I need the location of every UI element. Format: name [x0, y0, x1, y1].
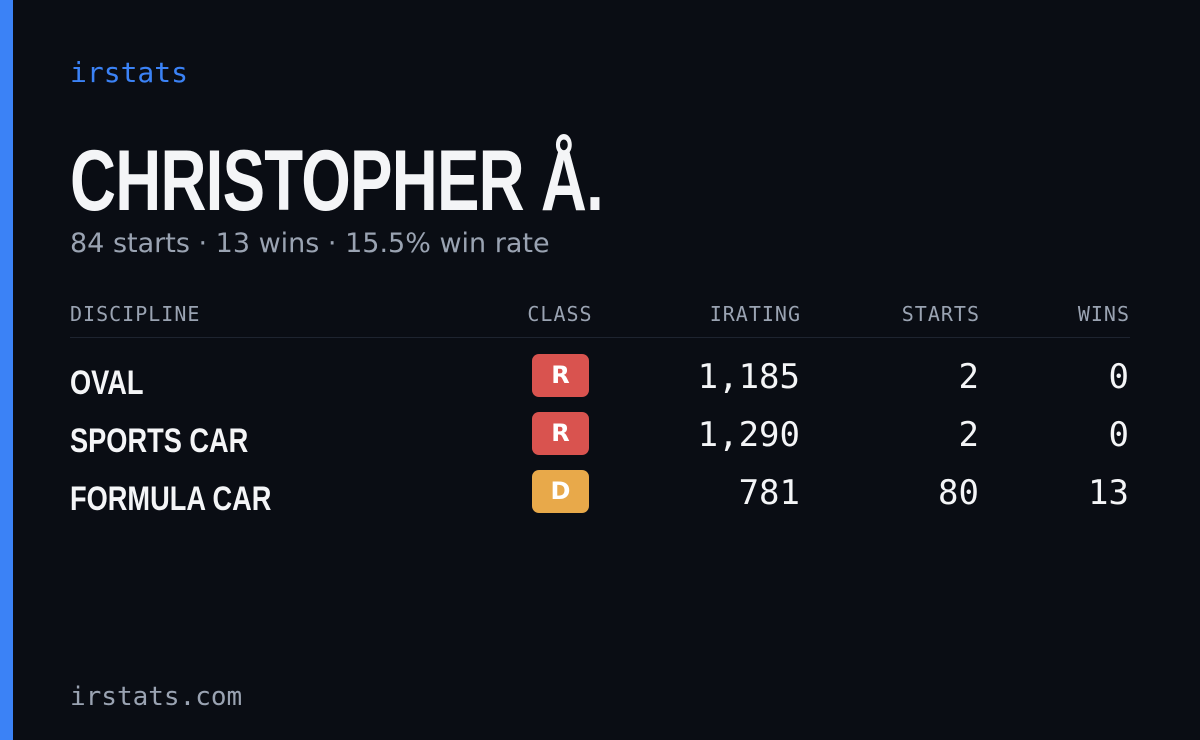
driver-name: CHRISTOPHER Å.: [70, 133, 604, 229]
wins: 0: [1108, 415, 1129, 455]
wins: 13: [1088, 473, 1129, 513]
column-header: WINS: [1077, 302, 1130, 326]
class-badge: R: [532, 354, 589, 397]
summary: 84 starts · 13 wins · 15.5% win rate: [70, 228, 550, 259]
brand: irstats: [70, 56, 189, 89]
header-rule: [70, 337, 1130, 338]
column-header: STARTS: [901, 302, 980, 326]
discipline: OVAL: [70, 364, 144, 402]
column-header: DISCIPLINE: [70, 302, 201, 326]
column-header: IRATING: [709, 302, 801, 326]
accent-bar: [0, 0, 13, 740]
discipline: SPORTS CAR: [70, 422, 249, 460]
footer-url: irstats.com: [70, 682, 243, 712]
class-badge: D: [532, 470, 589, 513]
starts: 2: [958, 415, 979, 455]
discipline: FORMULA CAR: [70, 480, 272, 518]
starts: 2: [958, 357, 979, 397]
irating: 1,290: [697, 415, 800, 455]
column-header: CLASS: [527, 302, 593, 326]
starts: 80: [938, 473, 979, 513]
irating: 1,185: [697, 357, 800, 397]
irating: 781: [738, 473, 800, 513]
class-badge: R: [532, 412, 589, 455]
wins: 0: [1108, 357, 1129, 397]
